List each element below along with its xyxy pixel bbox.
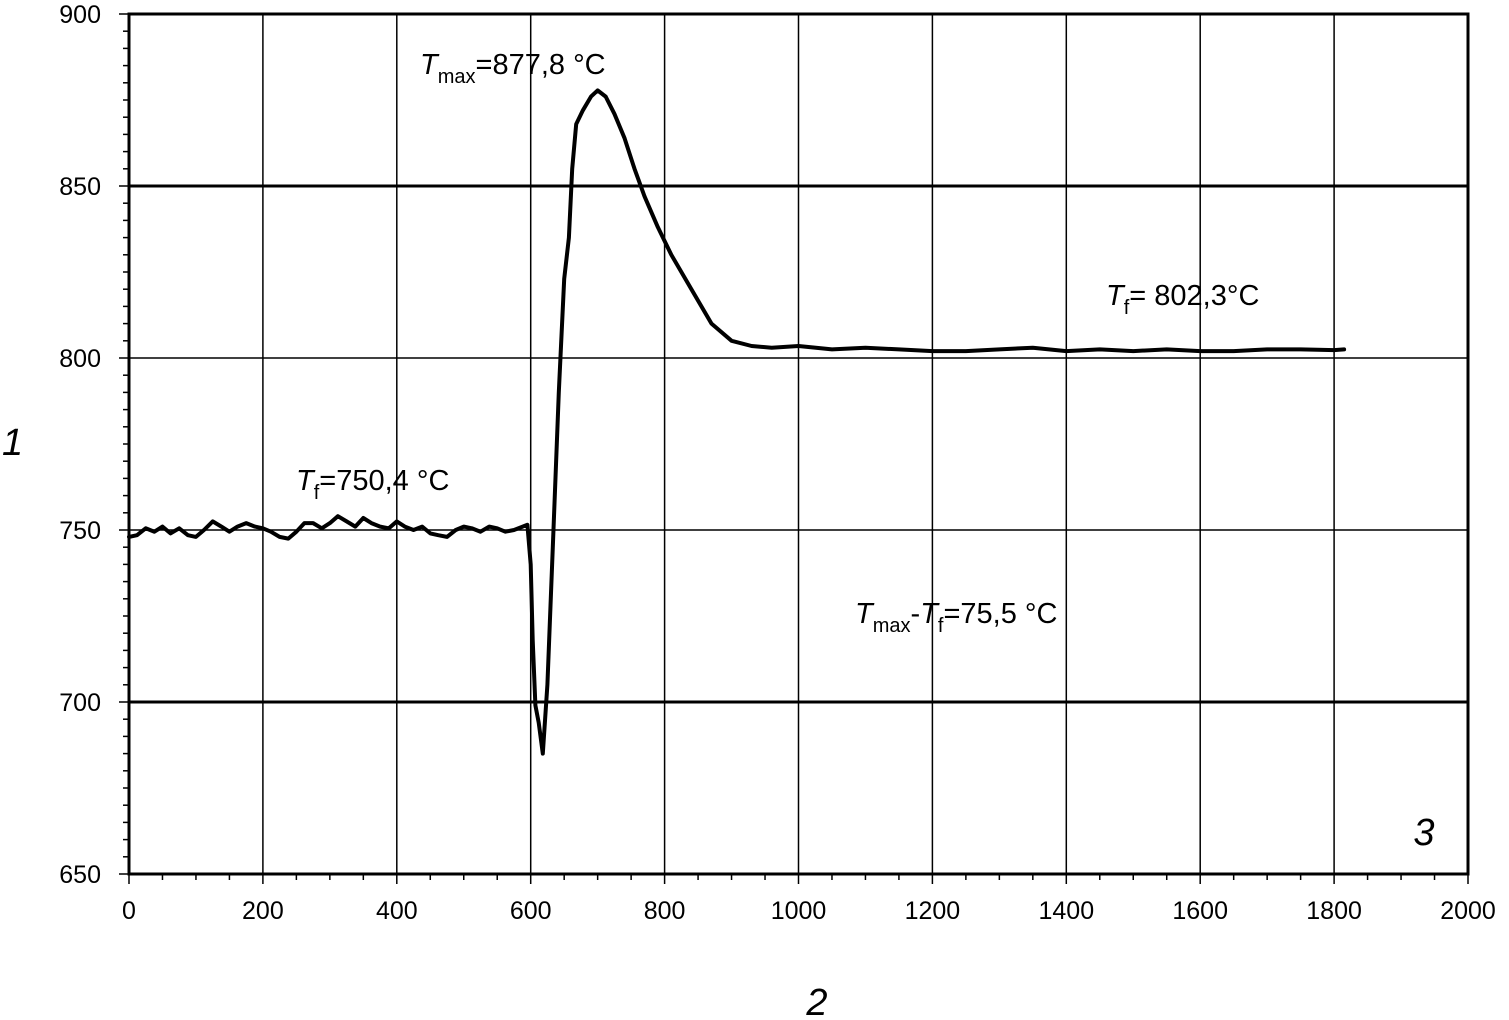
x-tick-label-0: 0 [122,897,136,925]
y-axis-label: 1 [2,422,23,464]
minor-ticks [119,13,1469,884]
x-tick-labels: 0 200 400 600 800 1000 1200 1400 1600 1800 2000 [122,897,1496,925]
grid [128,13,1469,875]
x-tick-label-10: 2000 [1440,897,1496,925]
y-tick-label-4: 850 [59,173,101,201]
annotation-delta-value: =75,5 °C [943,598,1057,630]
x-tick-label-1: 200 [242,897,284,925]
x-axis-label: 2 [805,982,827,1020]
y-tick-labels: 650 700 750 800 850 900 [59,1,101,889]
x-tick-label-8: 1600 [1172,897,1228,925]
x-tick-label-5: 1000 [771,897,827,925]
y-tick-label-3: 800 [59,345,101,373]
annotation-tf-low: Tf=750,4 °C [296,465,449,504]
annotation-tf-low-value: =750,4 °C [319,465,449,497]
y-tick-label-0: 650 [59,861,101,889]
annotation-tf-high: Tf= 802,3°C [1106,280,1259,319]
annotation-tmax-value: =877,8 °C [476,49,606,81]
x-tick-label-4: 800 [644,897,686,925]
x-tick-label-6: 1200 [905,897,961,925]
corner-label: 3 [1413,812,1434,854]
temperature-series-line [127,88,1347,756]
y-tick-label-1: 700 [59,689,101,717]
x-tick-label-2: 400 [376,897,418,925]
plot-frame [127,12,1470,876]
x-tick-label-7: 1400 [1038,897,1094,925]
x-tick-label-3: 600 [510,897,552,925]
x-tick-label-9: 1800 [1306,897,1362,925]
y-tick-label-2: 750 [59,517,101,545]
annotation-delta: Tmax-Tf=75,5 °C [855,598,1057,637]
annotation-tf-high-value: = 802,3°C [1129,280,1259,312]
annotation-tmax: Tmax=877,8 °C [420,49,606,88]
y-tick-label-5: 900 [59,1,101,29]
